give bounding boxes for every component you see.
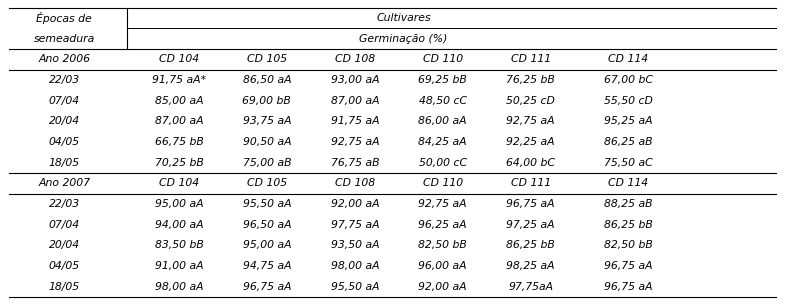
Text: 88,25 aB: 88,25 aB — [604, 199, 652, 209]
Text: 94,75 aA: 94,75 aA — [243, 261, 291, 271]
Text: CD 105: CD 105 — [246, 178, 287, 188]
Text: 76,25 bB: 76,25 bB — [506, 75, 555, 85]
Text: 98,25 aA: 98,25 aA — [506, 261, 555, 271]
Text: 92,00 aA: 92,00 aA — [418, 281, 467, 291]
Text: 86,50 aA: 86,50 aA — [243, 75, 291, 85]
Text: CD 110: CD 110 — [422, 54, 463, 64]
Text: 86,25 aB: 86,25 aB — [604, 137, 652, 147]
Text: 69,25 bB: 69,25 bB — [418, 75, 467, 85]
Text: 95,25 aA: 95,25 aA — [604, 116, 652, 126]
Text: 18/05: 18/05 — [49, 281, 80, 291]
Text: 50,00 cC: 50,00 cC — [418, 158, 467, 168]
Text: 22/03: 22/03 — [49, 199, 80, 209]
Text: 48,50 cC: 48,50 cC — [418, 95, 467, 105]
Text: 97,25 aA: 97,25 aA — [506, 220, 555, 230]
Text: 90,50 aA: 90,50 aA — [243, 137, 291, 147]
Text: 86,25 bB: 86,25 bB — [506, 240, 555, 250]
Text: CD 114: CD 114 — [608, 54, 648, 64]
Text: 95,50 aA: 95,50 aA — [330, 281, 379, 291]
Text: 66,75 bB: 66,75 bB — [155, 137, 203, 147]
Text: 82,50 bB: 82,50 bB — [604, 240, 652, 250]
Text: 98,00 aA: 98,00 aA — [330, 261, 379, 271]
Text: 91,00 aA: 91,00 aA — [155, 261, 203, 271]
Text: 92,75 aA: 92,75 aA — [330, 137, 379, 147]
Text: 75,50 aC: 75,50 aC — [604, 158, 652, 168]
Text: 92,25 aA: 92,25 aA — [506, 137, 555, 147]
Text: 96,75 aA: 96,75 aA — [604, 261, 652, 271]
Text: 93,00 aA: 93,00 aA — [330, 75, 379, 85]
Text: 04/05: 04/05 — [49, 261, 80, 271]
Text: 86,00 aA: 86,00 aA — [418, 116, 467, 126]
Text: 93,75 aA: 93,75 aA — [243, 116, 291, 126]
Text: 92,00 aA: 92,00 aA — [330, 199, 379, 209]
Text: 83,50 bB: 83,50 bB — [155, 240, 203, 250]
Text: Cultivares: Cultivares — [376, 13, 431, 23]
Text: 96,75 aA: 96,75 aA — [243, 281, 291, 291]
Text: 96,75 aA: 96,75 aA — [604, 281, 652, 291]
Text: 82,50 bB: 82,50 bB — [418, 240, 467, 250]
Text: 67,00 bC: 67,00 bC — [604, 75, 652, 85]
Text: 55,50 cD: 55,50 cD — [604, 95, 652, 105]
Text: 18/05: 18/05 — [49, 158, 80, 168]
Text: 69,00 bB: 69,00 bB — [243, 95, 291, 105]
Text: CD 108: CD 108 — [334, 178, 375, 188]
Text: 04/05: 04/05 — [49, 137, 80, 147]
Text: Ano 2006: Ano 2006 — [38, 54, 90, 64]
Text: CD 104: CD 104 — [159, 54, 199, 64]
Text: CD 111: CD 111 — [510, 54, 551, 64]
Text: 95,00 aA: 95,00 aA — [155, 199, 203, 209]
Text: 76,75 aB: 76,75 aB — [330, 158, 379, 168]
Text: 98,00 aA: 98,00 aA — [155, 281, 203, 291]
Text: 91,75 aA: 91,75 aA — [330, 116, 379, 126]
Text: 84,25 aA: 84,25 aA — [418, 137, 467, 147]
Text: 96,75 aA: 96,75 aA — [506, 199, 555, 209]
Text: CD 105: CD 105 — [246, 54, 287, 64]
Text: CD 110: CD 110 — [422, 178, 463, 188]
Text: 95,50 aA: 95,50 aA — [243, 199, 291, 209]
Text: CD 108: CD 108 — [334, 54, 375, 64]
Text: 92,75 aA: 92,75 aA — [506, 116, 555, 126]
Text: 95,00 aA: 95,00 aA — [243, 240, 291, 250]
Text: Ano 2007: Ano 2007 — [38, 178, 90, 188]
Text: 64,00 bC: 64,00 bC — [506, 158, 555, 168]
Text: 20/04: 20/04 — [49, 240, 80, 250]
Text: 07/04: 07/04 — [49, 220, 80, 230]
Text: CD 111: CD 111 — [510, 178, 551, 188]
Text: 87,00 aA: 87,00 aA — [330, 95, 379, 105]
Text: 22/03: 22/03 — [49, 75, 80, 85]
Text: 94,00 aA: 94,00 aA — [155, 220, 203, 230]
Text: CD 104: CD 104 — [159, 178, 199, 188]
Text: 07/04: 07/04 — [49, 95, 80, 105]
Text: 92,75 aA: 92,75 aA — [418, 199, 467, 209]
Text: 96,25 aA: 96,25 aA — [418, 220, 467, 230]
Text: semeadura: semeadura — [34, 34, 95, 44]
Text: 70,25 bB: 70,25 bB — [155, 158, 203, 168]
Text: 96,00 aA: 96,00 aA — [418, 261, 467, 271]
Text: 93,50 aA: 93,50 aA — [330, 240, 379, 250]
Text: CD 114: CD 114 — [608, 178, 648, 188]
Text: 86,25 bB: 86,25 bB — [604, 220, 652, 230]
Text: 96,50 aA: 96,50 aA — [243, 220, 291, 230]
Text: Épocas de: Épocas de — [36, 12, 93, 24]
Text: Germinação (%): Germinação (%) — [360, 34, 447, 44]
Text: 91,75 aA*: 91,75 aA* — [152, 75, 206, 85]
Text: 75,00 aB: 75,00 aB — [243, 158, 291, 168]
Text: 50,25 cD: 50,25 cD — [506, 95, 555, 105]
Text: 87,00 aA: 87,00 aA — [155, 116, 203, 126]
Text: 85,00 aA: 85,00 aA — [155, 95, 203, 105]
Text: 97,75aA: 97,75aA — [508, 281, 553, 291]
Text: 97,75 aA: 97,75 aA — [330, 220, 379, 230]
Text: 20/04: 20/04 — [49, 116, 80, 126]
